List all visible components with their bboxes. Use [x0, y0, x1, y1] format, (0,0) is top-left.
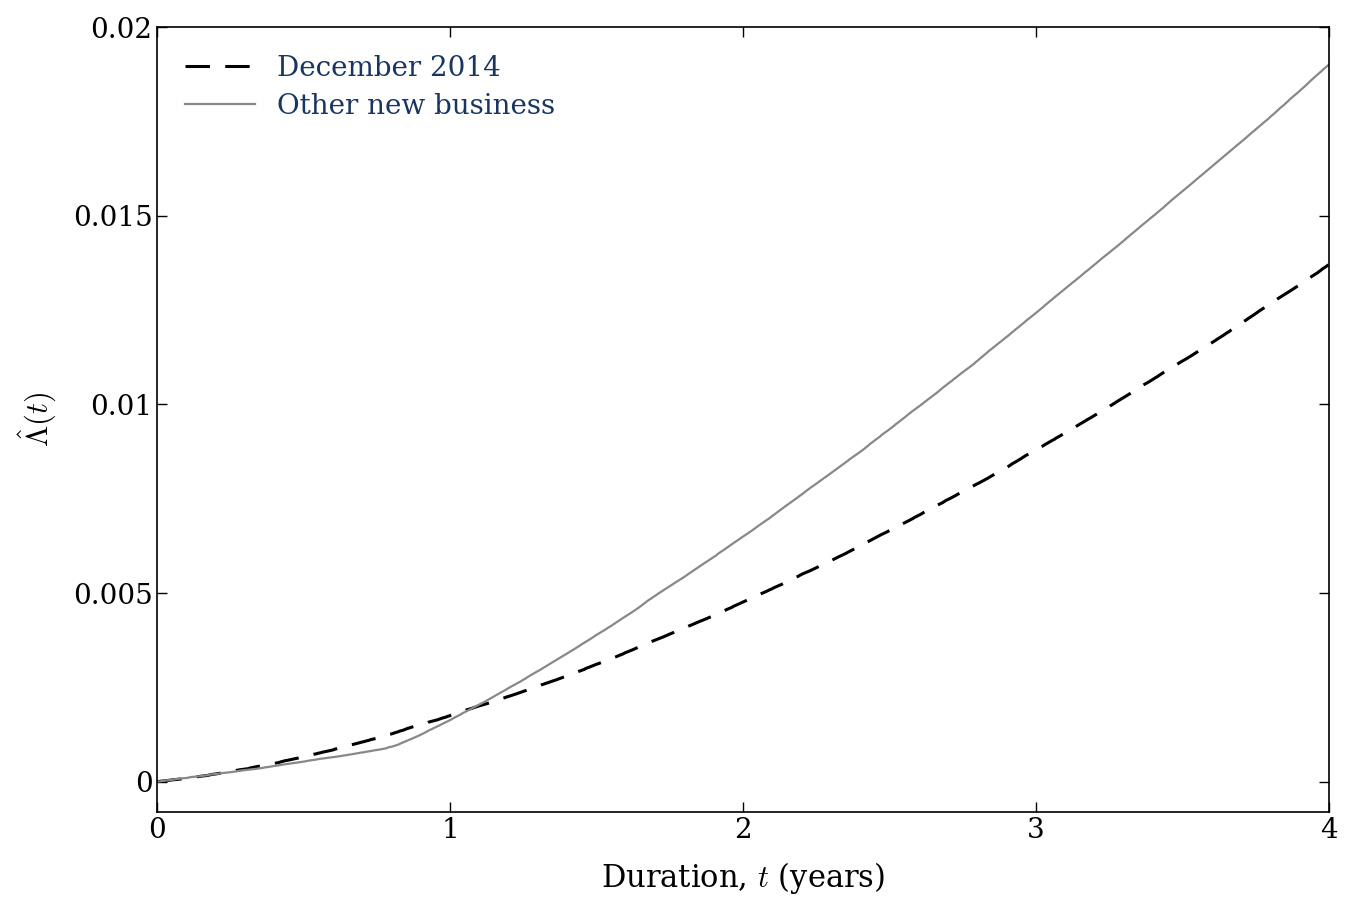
Other new business — [649, 589, 665, 600]
December 2014 — [1286, 283, 1303, 294]
December 2014 — [1320, 259, 1336, 270]
Line: December 2014: December 2014 — [157, 265, 1328, 782]
X-axis label: Duration, $t$ (years): Duration, $t$ (years) — [601, 860, 886, 897]
Other new business — [352, 747, 368, 758]
Y-axis label: $\hat{\Lambda}(t)$: $\hat{\Lambda}(t)$ — [16, 392, 58, 447]
Other new business — [283, 758, 299, 769]
Other new business — [149, 776, 165, 787]
December 2014 — [1286, 282, 1303, 293]
December 2014 — [149, 776, 165, 787]
December 2014 — [688, 617, 704, 628]
Legend: December 2014, Other new business: December 2014, Other new business — [171, 41, 569, 134]
Line: Other new business: Other new business — [157, 65, 1328, 782]
December 2014 — [1071, 419, 1087, 430]
December 2014 — [209, 768, 225, 779]
Other new business — [1320, 59, 1336, 70]
December 2014 — [719, 603, 735, 614]
Other new business — [598, 624, 615, 635]
Other new business — [1297, 80, 1313, 91]
Other new business — [1171, 188, 1187, 199]
